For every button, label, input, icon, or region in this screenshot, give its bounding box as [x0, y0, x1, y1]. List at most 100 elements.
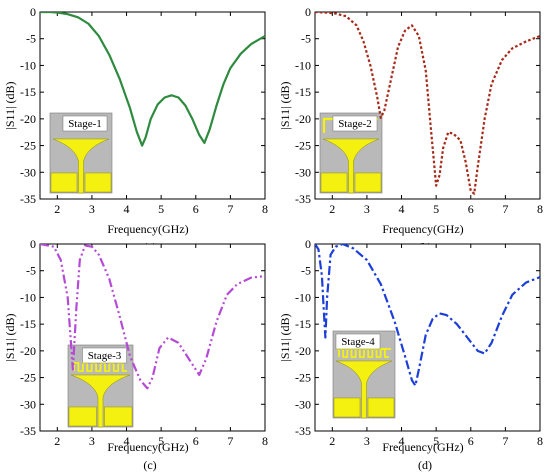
inset-label: Stage-2 — [338, 118, 372, 130]
y-tick-label: -30 — [20, 165, 36, 179]
x-tick-label: 8 — [262, 434, 268, 448]
inset-label-box — [62, 115, 108, 132]
radiating-patch — [335, 360, 393, 419]
x-tick-label: 6 — [468, 202, 474, 216]
y-axis-label: |S11| (dB) — [3, 81, 17, 129]
meander-line — [73, 362, 127, 372]
antenna-inset-2: Stage-2 — [319, 112, 383, 194]
y-tick-label: -35 — [20, 192, 36, 206]
series-line — [40, 12, 265, 147]
radiating-patch — [322, 138, 380, 194]
x-tick-label: 7 — [502, 202, 508, 216]
x-tick-label: 2 — [329, 202, 335, 216]
x-tick-label: 3 — [364, 202, 370, 216]
x-tick-label: 5 — [158, 434, 164, 448]
chart-panel-3: 2 3 4 5 6 7 8 0 -5 -10 -15 -20 -25 -30 -35 Frequency(GH… — [3, 237, 268, 472]
y-tick-label: -20 — [20, 344, 36, 358]
x-tick-label: 2 — [54, 202, 60, 216]
y-tick-label: -25 — [20, 371, 36, 385]
y-tick-label: 0 — [305, 5, 311, 19]
chart-panel-2: 2 3 4 5 6 7 8 0 -5 -10 -15 -20 -25 -30 -35 Frequency(GH… — [278, 5, 543, 254]
x-tick-label: 5 — [433, 202, 439, 216]
y-tick-label: -15 — [295, 85, 311, 99]
meander-line — [338, 348, 389, 358]
radiating-patch — [70, 374, 131, 428]
antenna-inset-4: Stage-4 — [332, 330, 396, 419]
y-axis-label: |S11| (dB) — [3, 313, 17, 361]
x-tick-label: 3 — [89, 202, 95, 216]
x-tick-label: 5 — [433, 434, 439, 448]
ground-plane-right — [367, 397, 395, 418]
y-tick-label: 0 — [30, 237, 36, 251]
radiating-patch — [52, 138, 110, 194]
x-tick-label: 8 — [537, 434, 543, 448]
y-tick-label: -25 — [20, 139, 36, 153]
ground-plane-left — [50, 172, 78, 193]
y-tick-label: -10 — [295, 290, 311, 304]
series-line — [40, 244, 265, 390]
x-tick-label: 4 — [399, 434, 405, 448]
y-tick-label: -20 — [295, 112, 311, 126]
panel-label: (d) — [418, 458, 432, 472]
x-axis-label: Frequency(GHz) — [382, 222, 463, 236]
x-tick-label: 7 — [502, 434, 508, 448]
x-axis-label: Frequency(GHz) — [107, 222, 188, 236]
ground-plane-right — [84, 172, 112, 193]
y-tick-label: -25 — [295, 371, 311, 385]
inset-label-box — [335, 333, 381, 350]
y-tick-label: -5 — [301, 264, 311, 278]
y-tick-label: -20 — [295, 344, 311, 358]
ground-plane-right — [354, 172, 382, 193]
y-tick-label: -10 — [20, 58, 36, 72]
ground-plane-right — [104, 406, 133, 427]
y-tick-label: 0 — [30, 5, 36, 19]
inset-label: Stage-4 — [341, 336, 375, 348]
series-line — [315, 244, 540, 387]
x-axis-label: Frequency(GHz) — [382, 440, 463, 454]
y-tick-label: -20 — [20, 112, 36, 126]
inset-label-box — [332, 115, 378, 132]
x-tick-label: 4 — [399, 202, 405, 216]
panel-label: (c) — [143, 458, 156, 472]
x-tick-label: 8 — [262, 202, 268, 216]
x-tick-label: 7 — [227, 202, 233, 216]
antenna-inset-1: Stage-1 — [49, 112, 113, 194]
ground-plane-left — [333, 397, 361, 418]
y-tick-label: -25 — [295, 139, 311, 153]
chart-panel-4: 2 3 4 5 6 7 8 0 -5 -10 -15 -20 -25 -30 -35 Frequency(GH… — [278, 237, 543, 472]
ground-plane-left — [68, 406, 97, 427]
inset-label: Stage-3 — [88, 350, 122, 362]
x-tick-label: 8 — [537, 202, 543, 216]
y-tick-label: -35 — [20, 424, 36, 438]
x-tick-label: 6 — [193, 202, 199, 216]
inset-label: Stage-1 — [68, 118, 102, 130]
y-tick-label: -15 — [20, 85, 36, 99]
y-tick-label: -15 — [295, 317, 311, 331]
x-tick-label: 5 — [158, 202, 164, 216]
y-tick-label: -30 — [295, 165, 311, 179]
y-tick-label: -5 — [301, 32, 311, 46]
x-tick-label: 6 — [193, 434, 199, 448]
y-axis-label: |S11| (dB) — [278, 81, 292, 129]
x-tick-label: 6 — [468, 434, 474, 448]
series-line — [315, 12, 540, 195]
inset-label-box — [82, 347, 127, 364]
y-tick-label: -5 — [26, 32, 36, 46]
y-tick-label: -10 — [20, 290, 36, 304]
y-tick-label: 0 — [305, 237, 311, 251]
x-tick-label: 2 — [54, 434, 60, 448]
y-tick-label: -30 — [20, 397, 36, 411]
ground-plane-left — [320, 172, 348, 193]
x-tick-label: 3 — [89, 434, 95, 448]
chart-panel-1: 2 3 4 5 6 7 8 0 -5 -10 -15 -20 -25 -30 -35 Frequency(GH… — [3, 5, 268, 254]
x-tick-label: 4 — [124, 202, 130, 216]
plot-frame — [39, 243, 266, 432]
y-tick-label: -35 — [295, 192, 311, 206]
x-tick-label: 4 — [124, 434, 130, 448]
y-tick-label: -5 — [26, 264, 36, 278]
x-tick-label: 3 — [364, 434, 370, 448]
y-axis-label: |S11| (dB) — [278, 313, 292, 361]
y-tick-label: -35 — [295, 424, 311, 438]
y-tick-label: -30 — [295, 397, 311, 411]
